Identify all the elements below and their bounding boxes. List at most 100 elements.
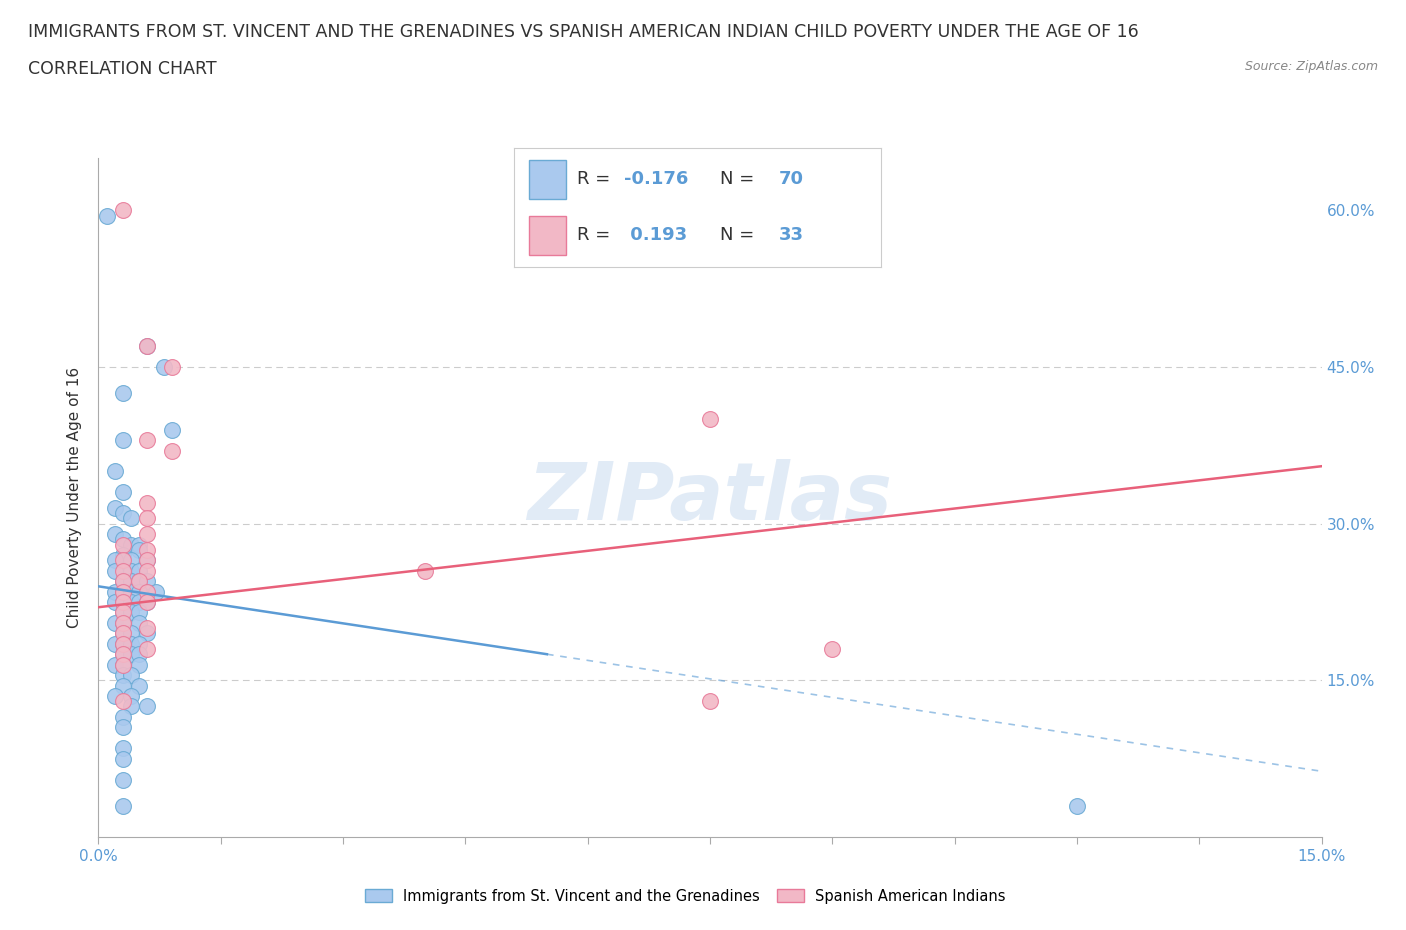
Point bbox=[104, 584, 127, 599]
Point bbox=[136, 620, 159, 635]
Point bbox=[136, 339, 159, 353]
Point bbox=[821, 642, 844, 657]
Point bbox=[699, 412, 721, 427]
Point bbox=[120, 564, 142, 578]
Point bbox=[111, 694, 134, 709]
Y-axis label: Child Poverty Under the Age of 16: Child Poverty Under the Age of 16 bbox=[67, 367, 83, 628]
Point bbox=[160, 360, 183, 375]
Point bbox=[128, 616, 150, 631]
Point bbox=[136, 511, 159, 525]
Point bbox=[160, 422, 183, 437]
Point bbox=[111, 636, 134, 651]
Point bbox=[128, 574, 150, 589]
Point bbox=[136, 496, 159, 511]
Point bbox=[120, 584, 142, 599]
Point bbox=[1066, 798, 1088, 813]
Point bbox=[120, 668, 142, 683]
Point bbox=[111, 720, 134, 735]
Point bbox=[111, 605, 134, 620]
Point bbox=[136, 432, 159, 447]
Point bbox=[111, 626, 134, 641]
Point bbox=[111, 552, 134, 567]
Point bbox=[111, 574, 134, 589]
Point bbox=[111, 751, 134, 766]
Point bbox=[111, 678, 134, 693]
Point bbox=[120, 594, 142, 609]
Point bbox=[111, 658, 134, 672]
Point bbox=[136, 594, 159, 609]
Point bbox=[128, 658, 150, 672]
Point bbox=[96, 208, 118, 223]
Point bbox=[111, 532, 134, 547]
Point bbox=[111, 616, 134, 631]
Point bbox=[111, 646, 134, 661]
Point bbox=[136, 699, 159, 714]
Text: CORRELATION CHART: CORRELATION CHART bbox=[28, 60, 217, 78]
Point bbox=[120, 646, 142, 661]
Point bbox=[111, 605, 134, 620]
Point bbox=[120, 626, 142, 641]
Point bbox=[128, 542, 150, 557]
Point bbox=[136, 574, 159, 589]
Point bbox=[111, 636, 134, 651]
Point bbox=[120, 605, 142, 620]
Point bbox=[120, 688, 142, 703]
Point bbox=[413, 564, 436, 578]
Point bbox=[104, 616, 127, 631]
Point bbox=[136, 552, 159, 567]
Point bbox=[104, 526, 127, 541]
Point bbox=[136, 542, 159, 557]
Point bbox=[104, 500, 127, 515]
Text: Source: ZipAtlas.com: Source: ZipAtlas.com bbox=[1244, 60, 1378, 73]
Point bbox=[104, 636, 127, 651]
Point bbox=[104, 658, 127, 672]
Point bbox=[111, 772, 134, 787]
Point bbox=[699, 694, 721, 709]
Point bbox=[120, 538, 142, 552]
Point bbox=[111, 646, 134, 661]
Point bbox=[152, 360, 174, 375]
Point bbox=[111, 710, 134, 724]
Point bbox=[128, 538, 150, 552]
Point bbox=[111, 584, 134, 599]
Point bbox=[136, 594, 159, 609]
Point bbox=[104, 688, 127, 703]
Point bbox=[111, 626, 134, 641]
Point bbox=[104, 464, 127, 479]
Point bbox=[111, 485, 134, 499]
Text: ZIPatlas: ZIPatlas bbox=[527, 458, 893, 537]
Point bbox=[111, 798, 134, 813]
Point bbox=[136, 526, 159, 541]
Point bbox=[111, 506, 134, 521]
Point bbox=[111, 668, 134, 683]
Point bbox=[120, 511, 142, 525]
Point bbox=[136, 626, 159, 641]
Point bbox=[145, 584, 167, 599]
Point bbox=[160, 443, 183, 458]
Point bbox=[111, 584, 134, 599]
Point bbox=[111, 203, 134, 218]
Point bbox=[136, 642, 159, 657]
Point bbox=[111, 538, 134, 552]
Point bbox=[111, 658, 134, 672]
Point bbox=[111, 548, 134, 563]
Point bbox=[128, 584, 150, 599]
Point bbox=[136, 339, 159, 353]
Point bbox=[120, 636, 142, 651]
Point bbox=[111, 432, 134, 447]
Point bbox=[120, 574, 142, 589]
Point bbox=[128, 574, 150, 589]
Point bbox=[111, 594, 134, 609]
Point bbox=[136, 564, 159, 578]
Point bbox=[128, 594, 150, 609]
Point bbox=[120, 699, 142, 714]
Point bbox=[111, 741, 134, 756]
Point bbox=[111, 616, 134, 631]
Point bbox=[120, 552, 142, 567]
Point bbox=[111, 594, 134, 609]
Point bbox=[136, 552, 159, 567]
Point bbox=[128, 636, 150, 651]
Point bbox=[128, 564, 150, 578]
Point bbox=[128, 646, 150, 661]
Text: IMMIGRANTS FROM ST. VINCENT AND THE GRENADINES VS SPANISH AMERICAN INDIAN CHILD : IMMIGRANTS FROM ST. VINCENT AND THE GREN… bbox=[28, 23, 1139, 41]
